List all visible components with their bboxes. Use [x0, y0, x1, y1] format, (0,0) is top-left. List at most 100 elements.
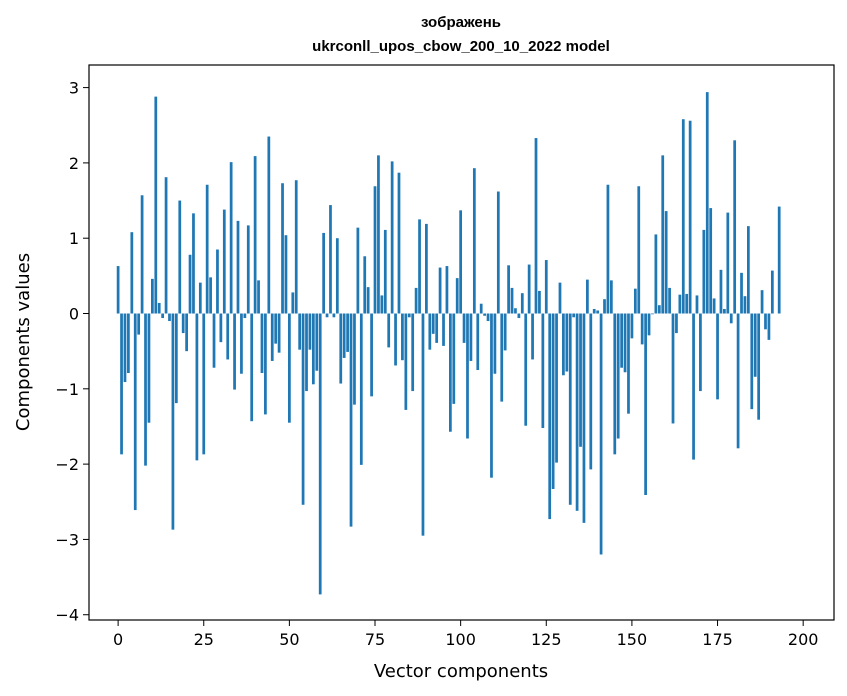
bar-component-62 [329, 205, 332, 314]
bar-component-140 [596, 310, 600, 314]
y-tick-label: −3 [55, 530, 79, 549]
bar-component-8 [144, 313, 147, 466]
bar-component-13 [161, 313, 165, 319]
bar-component-182 [740, 272, 743, 314]
x-tick-label: 0 [113, 630, 123, 649]
bar-component-162 [671, 313, 675, 424]
bar-component-85 [407, 313, 411, 318]
bar-component-138 [589, 313, 593, 470]
bar-component-14 [164, 177, 168, 314]
bar-component-169 [695, 295, 699, 314]
bar-component-133 [572, 313, 576, 318]
bar-component-60 [322, 232, 325, 314]
bar-component-58 [315, 313, 319, 371]
bar-component-115 [510, 287, 514, 314]
bar-component-129 [558, 282, 562, 314]
bar-component-35 [236, 220, 240, 314]
bar-component-173 [709, 208, 713, 314]
bar-component-72 [363, 256, 367, 314]
bar-component-66 [342, 313, 346, 358]
bar-component-0 [116, 266, 120, 314]
bar-component-183 [743, 296, 747, 314]
bar-component-185 [750, 313, 754, 410]
bar-component-181 [736, 313, 740, 449]
bar-component-104 [472, 168, 476, 314]
chart-title-line2: ukrconll_upos_cbow_200_10_2022 model [312, 38, 610, 55]
bar-component-134 [575, 313, 579, 511]
bar-component-52 [294, 180, 298, 314]
bar-component-149 [627, 313, 630, 414]
bar-component-105 [476, 313, 480, 370]
bar-component-9 [147, 313, 151, 423]
bar-component-33 [229, 162, 233, 314]
bar-component-91 [428, 313, 432, 350]
bar-component-160 [664, 211, 668, 314]
bar-component-55 [305, 313, 308, 392]
bar-component-38 [246, 225, 250, 314]
bar-component-11 [154, 96, 158, 314]
bar-component-171 [702, 229, 706, 314]
bar-component-113 [503, 313, 507, 351]
bars-group [116, 92, 781, 595]
bar-component-76 [377, 155, 380, 314]
x-tick-label: 75 [365, 630, 385, 649]
bar-component-156 [651, 313, 654, 315]
bar-component-48 [281, 183, 284, 314]
y-tick-label: 2 [69, 154, 79, 173]
bar-component-126 [548, 313, 552, 520]
bar-component-142 [603, 299, 606, 314]
bar-component-51 [291, 292, 295, 314]
bar-component-152 [637, 186, 641, 314]
bar-component-127 [551, 313, 555, 489]
bar-component-189 [764, 313, 767, 330]
bar-component-34 [233, 313, 236, 390]
bar-component-146 [616, 313, 620, 439]
bar-component-22 [192, 213, 195, 314]
bar-component-37 [243, 313, 247, 319]
bar-component-96 [445, 266, 449, 314]
bar-component-44 [267, 136, 271, 314]
bar-component-191 [770, 270, 774, 314]
bar-component-45 [270, 313, 274, 361]
bar-component-83 [401, 313, 404, 361]
bar-component-179 [729, 313, 733, 324]
bar-component-161 [668, 287, 671, 314]
bar-component-116 [514, 308, 517, 314]
bar-component-74 [370, 313, 373, 397]
bar-component-95 [442, 313, 445, 346]
bar-component-187 [757, 313, 761, 420]
bar-component-59 [318, 313, 322, 595]
bar-component-132 [568, 313, 572, 505]
bar-component-40 [253, 156, 257, 314]
bar-component-47 [277, 313, 281, 353]
bar-component-143 [606, 184, 610, 314]
bar-component-92 [431, 313, 435, 334]
x-tick-label: 150 [617, 630, 648, 649]
bar-component-88 [418, 219, 421, 314]
bar-component-10 [151, 278, 154, 314]
bar-component-172 [705, 92, 709, 314]
bar-component-16 [171, 313, 175, 530]
chart-title-line1: зображень [421, 14, 501, 31]
bar-component-130 [562, 313, 565, 376]
bar-component-184 [747, 226, 750, 314]
bar-component-32 [226, 313, 230, 360]
bar-component-110 [493, 313, 497, 374]
bar-component-176 [719, 269, 723, 314]
bar-component-118 [520, 293, 524, 314]
bar-component-163 [675, 313, 678, 334]
bar-component-56 [308, 313, 312, 350]
bar-component-125 [544, 260, 548, 314]
bar-component-57 [311, 313, 315, 385]
bar-component-175 [716, 313, 719, 400]
bar-component-119 [524, 313, 528, 426]
bar-component-108 [486, 313, 490, 322]
bar-component-94 [438, 267, 442, 314]
bar-component-145 [613, 313, 617, 455]
bar-component-70 [356, 227, 360, 314]
bar-component-154 [644, 313, 647, 495]
bar-component-164 [678, 294, 682, 314]
bar-component-24 [198, 282, 202, 314]
bar-component-109 [490, 313, 493, 478]
